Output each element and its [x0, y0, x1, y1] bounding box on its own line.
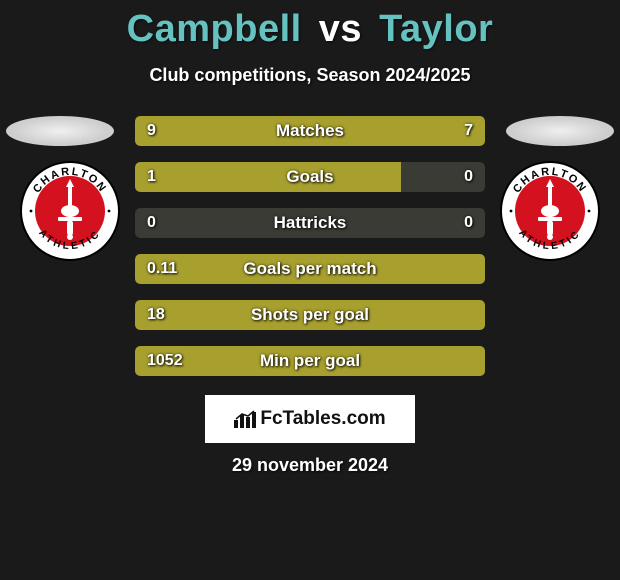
stat-row: Min per goal1052	[135, 346, 485, 376]
stat-bars: Matches97 Goals10 Hattricks00 Goals per mat…	[135, 116, 485, 392]
stat-fill-left	[135, 346, 485, 376]
subtitle: Club competitions, Season 2024/2025	[0, 65, 620, 86]
stat-fill-right	[331, 116, 485, 146]
chart-icon	[234, 410, 256, 428]
club-badge-left: CHARLTON ATHLETIC	[20, 161, 120, 261]
club-badge-right: CHARLTON ATHLETIC	[500, 161, 600, 261]
page-title: Campbell vs Taylor	[0, 0, 620, 51]
stat-track	[135, 208, 485, 238]
title-player2: Taylor	[379, 8, 493, 50]
fctables-logo: FcTables.com	[205, 395, 415, 443]
stat-row: Goals10	[135, 162, 485, 192]
stat-fill-left	[135, 254, 485, 284]
fctables-logo-text: FcTables.com	[260, 408, 385, 430]
stat-row: Hattricks00	[135, 208, 485, 238]
stat-row: Shots per goal18	[135, 300, 485, 330]
footer-date: 29 november 2024	[0, 455, 620, 476]
title-player1: Campbell	[127, 8, 302, 50]
stat-fill-left	[135, 116, 331, 146]
stat-row: Goals per match0.11	[135, 254, 485, 284]
player-spot-right	[506, 116, 614, 146]
player-spot-left	[6, 116, 114, 146]
title-vs: vs	[319, 8, 362, 50]
stat-fill-left	[135, 300, 485, 330]
stat-fill-left	[135, 162, 401, 192]
stat-row: Matches97	[135, 116, 485, 146]
